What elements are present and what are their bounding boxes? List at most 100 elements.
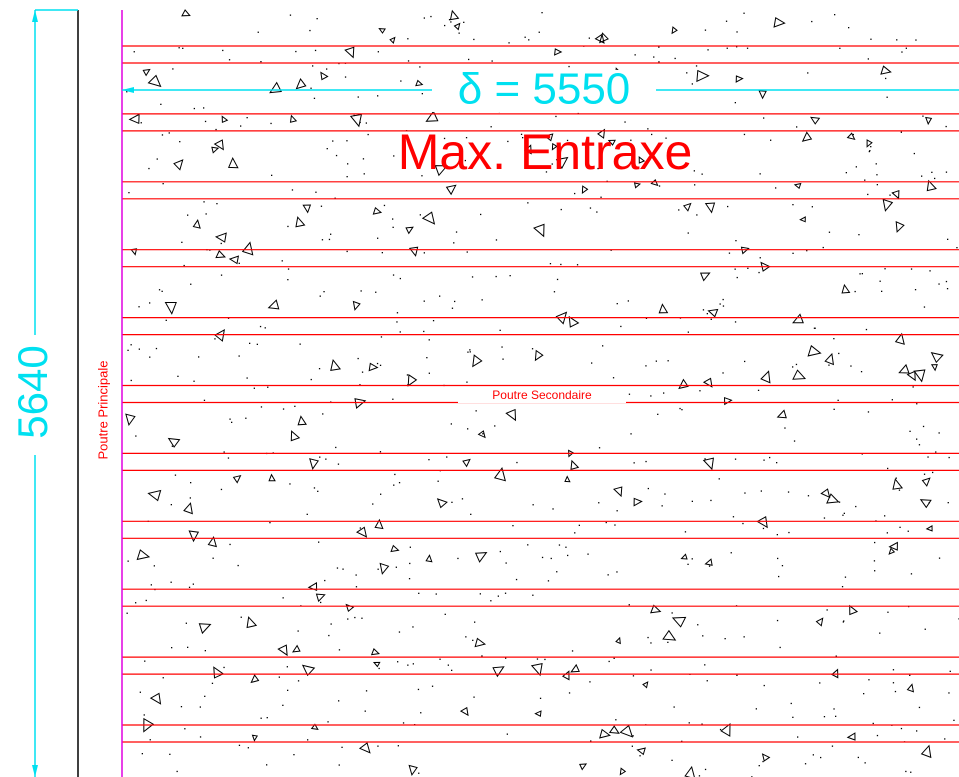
hatch-dot bbox=[190, 482, 192, 484]
hatch-dot bbox=[949, 670, 951, 672]
hatch-dot bbox=[138, 306, 140, 308]
hatch-dot bbox=[516, 461, 518, 464]
hatch-dot bbox=[126, 612, 128, 614]
hatch-dot bbox=[650, 669, 652, 671]
hatch-dot bbox=[204, 650, 206, 652]
hatch-dot bbox=[481, 299, 483, 301]
hatch-triangle bbox=[650, 604, 662, 614]
hatch-dot bbox=[755, 708, 757, 710]
hatch-dot bbox=[377, 51, 379, 53]
hatch-dot bbox=[223, 451, 225, 453]
hatch-dot bbox=[328, 634, 330, 637]
hatch-dot bbox=[811, 206, 813, 208]
title: Max. Entraxe bbox=[398, 124, 693, 180]
hatch-dot bbox=[864, 179, 866, 181]
hatch-dot bbox=[795, 363, 798, 366]
hatch-dot bbox=[864, 762, 866, 764]
hatch-dot bbox=[884, 268, 886, 270]
hatch-dot bbox=[361, 617, 363, 619]
hatch-triangle bbox=[607, 139, 616, 146]
hatch-triangle bbox=[493, 466, 507, 482]
hatch-dot bbox=[634, 54, 636, 56]
hatch-dot bbox=[287, 279, 289, 281]
hatch-dot bbox=[423, 330, 425, 333]
hatch-dot bbox=[833, 708, 835, 710]
hatch-triangle bbox=[594, 33, 605, 44]
hatch-dot bbox=[777, 557, 779, 560]
hatch-dot bbox=[471, 276, 474, 278]
hatch-dot bbox=[796, 126, 798, 128]
hatch-dot bbox=[332, 140, 334, 142]
hatch-dot bbox=[320, 205, 323, 207]
hatch-dot bbox=[409, 562, 411, 565]
hatch-dot bbox=[465, 636, 467, 638]
hatch-dot bbox=[556, 571, 558, 573]
hatch-dot bbox=[624, 121, 626, 123]
hatch-dot bbox=[873, 560, 876, 562]
hatch-triangle bbox=[207, 536, 218, 548]
hatch-dot bbox=[377, 237, 379, 239]
hatch-dot bbox=[344, 76, 347, 78]
hatch-dot bbox=[875, 163, 877, 165]
hatch-dot bbox=[400, 80, 402, 82]
hatch-dot bbox=[695, 65, 698, 67]
hatch-dot bbox=[704, 664, 706, 666]
hatch-dot bbox=[418, 772, 420, 774]
hatch-dot bbox=[365, 690, 368, 692]
hatch-dot bbox=[144, 660, 146, 662]
hatch-dot bbox=[909, 430, 911, 432]
hatch-dot bbox=[671, 612, 673, 614]
hatch-dot bbox=[448, 19, 451, 21]
hatch-dot bbox=[653, 56, 655, 58]
hatch-dot bbox=[701, 723, 703, 725]
hatch-dot bbox=[831, 745, 834, 747]
hatch-dot bbox=[744, 492, 746, 494]
hatch-dot bbox=[719, 728, 722, 731]
hatch-dot bbox=[321, 239, 324, 241]
hatch-dot bbox=[473, 38, 475, 41]
hatch-dot bbox=[901, 51, 903, 53]
hatch-dot bbox=[892, 682, 895, 684]
hatch-triangle bbox=[801, 131, 813, 142]
hatch-triangle bbox=[292, 644, 301, 653]
hatch-dot bbox=[835, 655, 837, 657]
hatch-triangle bbox=[906, 370, 916, 382]
hatch-dot bbox=[699, 390, 701, 392]
hatch-dot bbox=[508, 42, 510, 44]
hatch-dot bbox=[898, 489, 901, 491]
hatch-dot bbox=[544, 658, 546, 661]
hatch-dot bbox=[909, 674, 911, 676]
hatch-dot bbox=[910, 573, 913, 575]
hatch-dot bbox=[628, 604, 630, 606]
hatch-dot bbox=[364, 710, 366, 712]
hatch-dot bbox=[708, 565, 711, 567]
hatch-dot bbox=[613, 657, 615, 659]
hatch-dot bbox=[501, 346, 503, 348]
hatch-triangle bbox=[309, 458, 320, 470]
hatch-dot bbox=[318, 368, 321, 370]
hatch-dot bbox=[538, 31, 540, 33]
hatch-dot bbox=[658, 46, 660, 48]
hatch-triangle bbox=[740, 246, 750, 255]
hatch-triangle bbox=[192, 219, 201, 229]
hatch-dot bbox=[367, 133, 369, 136]
hatch-dot bbox=[946, 288, 949, 290]
hatch-dot bbox=[826, 609, 828, 611]
hatch-dot bbox=[266, 717, 268, 719]
hatch-dot bbox=[833, 338, 835, 340]
hatch-dot bbox=[161, 134, 164, 136]
hatch-dot bbox=[431, 685, 434, 687]
hatch-dot bbox=[779, 646, 781, 649]
hatch-triangle bbox=[696, 69, 710, 83]
hatch-dot bbox=[793, 440, 796, 442]
label-gap bbox=[458, 387, 626, 403]
hatch-dot bbox=[520, 133, 523, 135]
hatch-dot bbox=[502, 358, 504, 360]
hatch-dot bbox=[470, 513, 472, 515]
hatch-triangle bbox=[269, 81, 282, 94]
hatch-dot bbox=[678, 209, 680, 211]
hatch-dot bbox=[663, 392, 665, 394]
hatch-dot bbox=[135, 602, 137, 604]
hatch-dot bbox=[722, 298, 724, 301]
hatch-triangle bbox=[543, 133, 554, 142]
